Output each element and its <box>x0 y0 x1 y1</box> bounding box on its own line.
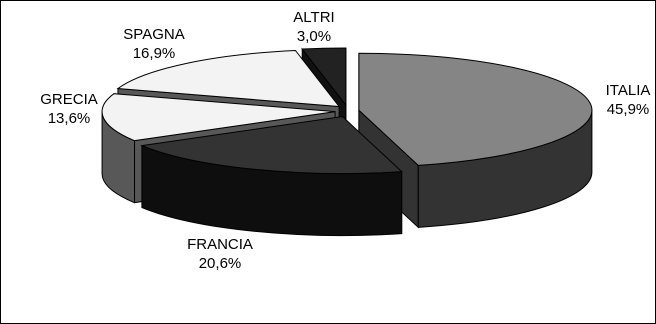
pie-labels: ITALIA 45,9% FRANCIA 20,6% GRECIA 13,6% … <box>40 9 650 272</box>
label-altri-value: 3,0% <box>297 28 331 45</box>
label-altri-name: ALTRI <box>293 9 334 26</box>
label-francia-value: 20,6% <box>199 255 242 272</box>
label-italia-value: 45,9% <box>607 101 650 118</box>
slice-francia <box>140 116 403 175</box>
label-grecia-name: GRECIA <box>40 91 98 108</box>
label-grecia-value: 13,6% <box>48 110 91 127</box>
label-spagna-value: 16,9% <box>133 45 176 62</box>
pie-slices <box>101 47 593 237</box>
label-italia-name: ITALIA <box>606 82 651 99</box>
slice-grecia <box>101 93 336 142</box>
label-spagna-name: SPAGNA <box>123 26 184 43</box>
slice-spagna <box>116 49 341 108</box>
slice-italia <box>358 52 593 166</box>
label-francia-name: FRANCIA <box>187 236 253 253</box>
slice-altri <box>301 47 347 107</box>
